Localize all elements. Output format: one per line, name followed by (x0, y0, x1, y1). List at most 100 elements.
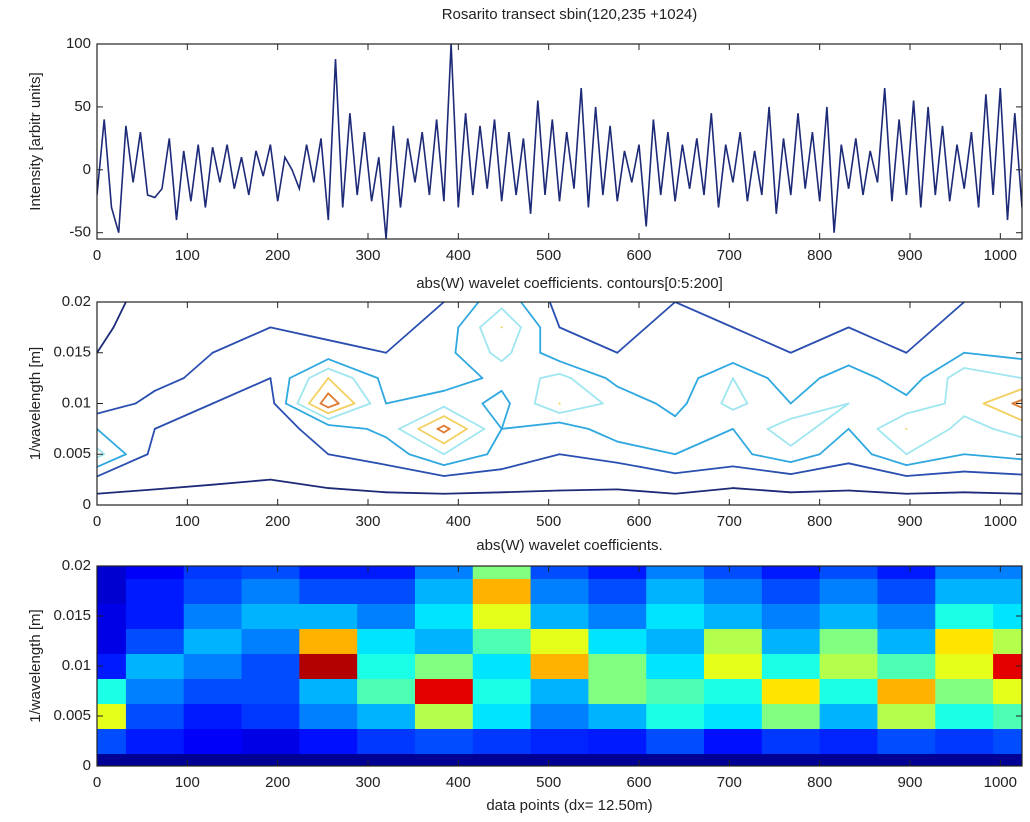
contour-segment (327, 377, 356, 405)
heat-cell (704, 578, 763, 604)
contour-segment (905, 453, 966, 467)
contour-segment (1011, 402, 1022, 409)
contour-segment (414, 302, 445, 329)
heat-cell (761, 703, 821, 729)
heat-cell (646, 578, 705, 604)
heat-cell (530, 653, 589, 679)
contour-segment (645, 302, 677, 329)
x-tick-label: 400 (446, 513, 471, 530)
contour-segment (558, 421, 590, 430)
contour-segment (732, 377, 749, 405)
panel-title: abs(W) wavelet coefficients. contours[0:… (416, 275, 723, 292)
contour-segment (97, 453, 149, 478)
contour-segment (674, 402, 688, 418)
heat-cell (877, 653, 936, 679)
contour-segment (982, 402, 1022, 422)
heat-cell (299, 603, 358, 629)
x-tick-label: 600 (626, 513, 651, 530)
heat-cell (588, 753, 647, 766)
heat-cell (241, 628, 300, 654)
x-tick-label: 300 (355, 774, 380, 791)
signal-line (97, 44, 1022, 239)
heat-cell (588, 728, 647, 754)
heat-cell (472, 753, 532, 766)
heat-cell (646, 628, 705, 654)
contour-segment (442, 468, 503, 477)
heat-cell (761, 753, 821, 766)
contour-segment (298, 427, 330, 456)
heat-cell (819, 728, 878, 754)
contour-segment (732, 361, 769, 380)
contour-segment (284, 402, 330, 426)
heat-cell (357, 678, 416, 704)
contour-segment (766, 377, 792, 405)
axes-frame (96, 43, 1023, 240)
x-tick-label: 400 (446, 774, 471, 791)
heat-cell (819, 653, 878, 679)
heat-cell (241, 728, 300, 754)
heat-cell (761, 678, 821, 704)
contour-segment (319, 392, 330, 405)
contour-segment (442, 491, 503, 495)
heat-cell (183, 653, 243, 679)
y-tick-label: 50 (74, 98, 91, 115)
heat-cell (125, 703, 185, 729)
contour-segment (510, 326, 522, 354)
heat-cell (183, 628, 243, 654)
heat-cell (646, 728, 705, 754)
heat-cell (414, 566, 474, 579)
contour-segment (616, 385, 657, 405)
contour-segment (905, 491, 966, 495)
heat-cell (299, 628, 358, 654)
heat-cell (877, 703, 936, 729)
contour-segment (269, 326, 330, 341)
x-axis-label: data points (dx= 12.50m) (486, 797, 652, 814)
contour-segment (97, 453, 127, 468)
heat-cell (97, 628, 127, 654)
contour-segment (789, 402, 850, 420)
heat-cell (646, 603, 705, 629)
contour-segment (654, 402, 677, 418)
contour-segment (97, 402, 137, 415)
y-tick-label: 0.01 (62, 657, 91, 674)
heat-cell (588, 703, 647, 729)
heat-cell (414, 653, 474, 679)
x-tick-label: 200 (265, 247, 290, 264)
heat-cell (357, 653, 416, 679)
x-tick-label: 600 (626, 247, 651, 264)
heat-cell (414, 578, 474, 604)
y-tick-label: 0 (83, 757, 91, 774)
x-tick-label: 900 (897, 774, 922, 791)
y-tick-label: 0 (83, 496, 91, 513)
heat-cell (935, 678, 994, 704)
heat-cell (704, 603, 763, 629)
heat-cell (877, 603, 936, 629)
contour-segment (674, 302, 734, 329)
heat-cell (357, 703, 416, 729)
contour-segment (500, 453, 561, 471)
y-tick-label: 0.005 (53, 445, 91, 462)
plot-area (97, 44, 1022, 239)
heat-cell (935, 628, 994, 654)
heat-cell (588, 678, 647, 704)
heat-cell (993, 728, 1022, 754)
x-tick-label: 900 (897, 247, 922, 264)
contour-segment (408, 453, 445, 467)
contour-segment (385, 436, 411, 456)
contour-segment (500, 389, 511, 405)
contour-segment (818, 427, 850, 456)
heat-cell (299, 578, 358, 604)
heat-cell (97, 753, 127, 766)
contour-segment (327, 402, 340, 409)
contour-segment (153, 402, 214, 430)
contour-segment (685, 377, 700, 405)
contour-segment (558, 488, 619, 492)
contour-segment (112, 302, 127, 329)
panel-title: Rosarito transect sbin(120,235 +1024) (442, 6, 698, 23)
contour-segment (616, 326, 648, 354)
x-tick-label: 0 (93, 513, 101, 530)
contour-segment (697, 361, 734, 380)
contour-segment (876, 427, 908, 456)
contour-segment (97, 453, 106, 459)
contour-segment (284, 377, 291, 405)
